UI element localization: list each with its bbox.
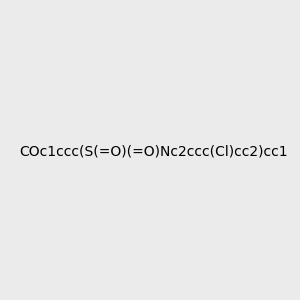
- Text: COc1ccc(S(=O)(=O)Nc2ccc(Cl)cc2)cc1: COc1ccc(S(=O)(=O)Nc2ccc(Cl)cc2)cc1: [20, 145, 288, 158]
